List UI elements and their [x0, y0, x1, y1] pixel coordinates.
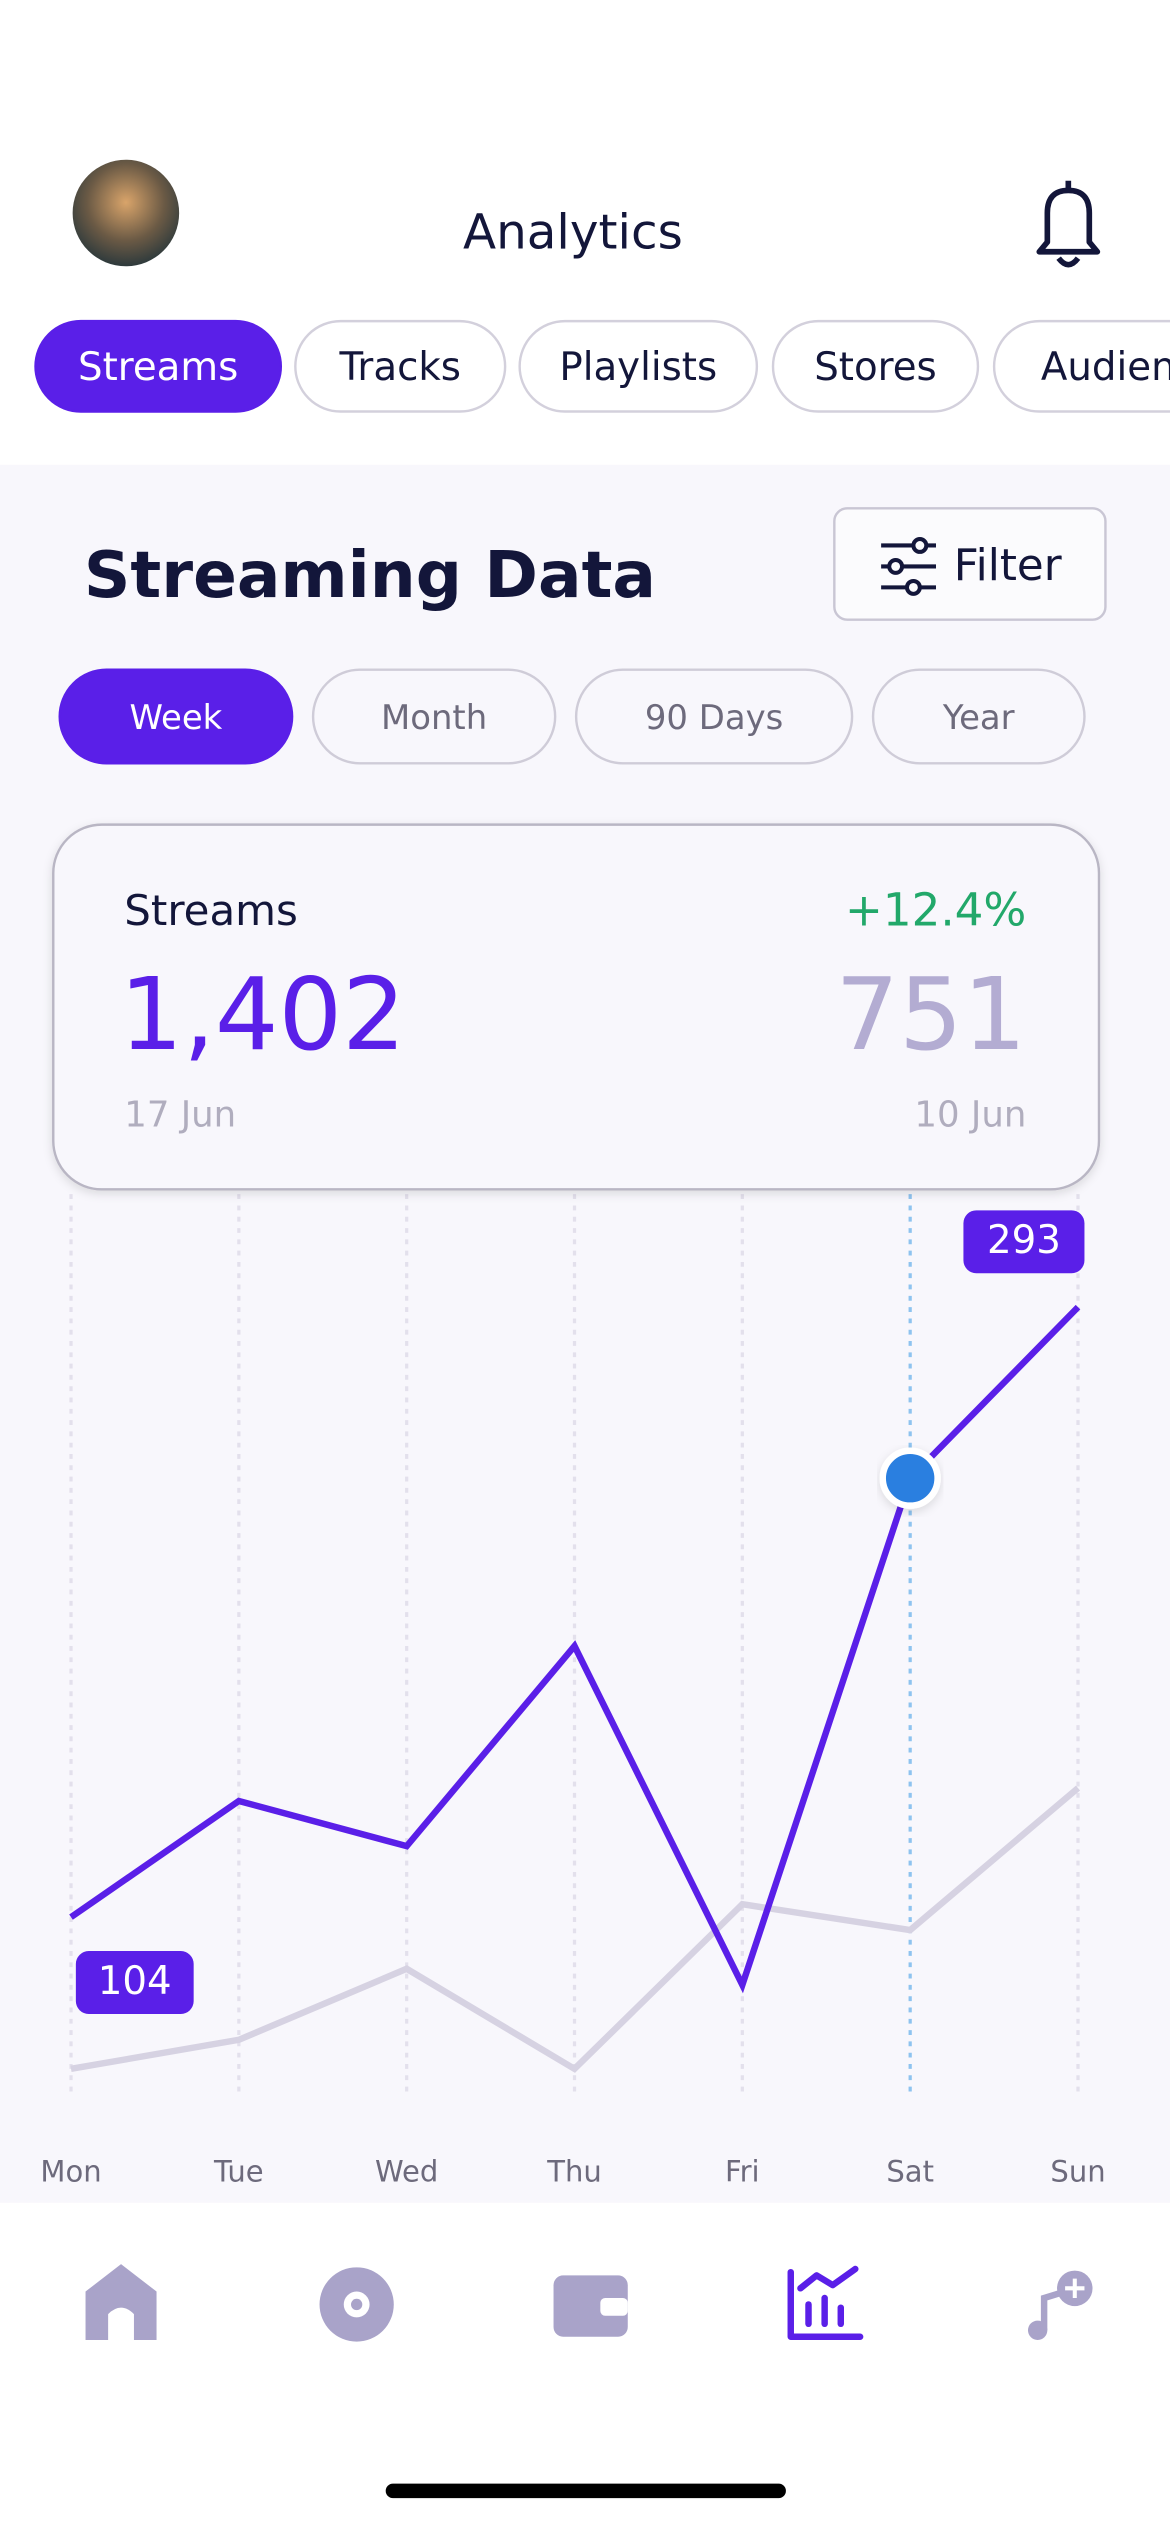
x-tick-label: Tue: [213, 2155, 264, 2189]
x-tick-label: Wed: [375, 2155, 438, 2189]
tab-label: Tracks: [338, 345, 461, 390]
x-tick-label: Thu: [546, 2155, 602, 2189]
filter-label: Filter: [954, 541, 1062, 591]
section-title: Streaming Data: [84, 538, 656, 613]
page-title: Analytics: [463, 205, 683, 261]
tab-pill: [992, 319, 1170, 413]
summary-value: 1,402: [119, 956, 405, 1073]
period-pill: [311, 668, 557, 765]
x-tick-label: Fri: [725, 2155, 760, 2189]
tab[interactable]: Audience: [992, 319, 1170, 413]
summary-label: Streams: [124, 886, 298, 935]
period-label: Month: [381, 698, 487, 737]
summary-change: +12.4%: [845, 883, 1026, 936]
nav-analytics[interactable]: [787, 2265, 864, 2340]
home-indicator: [385, 2483, 786, 2499]
tab-label: Stores: [814, 345, 937, 390]
tab-label: Audience: [1041, 345, 1170, 390]
tab[interactable]: Streams: [34, 319, 283, 413]
period-label: Week: [130, 698, 223, 737]
period-option[interactable]: Week: [58, 668, 294, 765]
series-line: [70, 1785, 1081, 2073]
period-pill: [574, 668, 854, 765]
value-label-bg: [75, 1951, 194, 2014]
period-selector: Week Month 90 Days Year: [58, 668, 1086, 765]
tab-label: Playlists: [559, 345, 717, 390]
summary-previous-date: 10 Jun: [914, 1095, 1026, 1136]
tab-pill: [771, 319, 980, 413]
summary-previous: 751: [835, 956, 1026, 1073]
period-option[interactable]: Year: [871, 668, 1086, 765]
value-label: 293: [987, 1218, 1061, 1263]
tab[interactable]: Playlists: [518, 319, 759, 413]
highlight-point[interactable]: [879, 1447, 941, 1509]
value-label: 104: [98, 1959, 172, 2004]
value-label-bg: [963, 1210, 1085, 1274]
tab[interactable]: Stores: [771, 319, 980, 413]
filter-button[interactable]: Filter: [833, 507, 1107, 621]
period-label: 90 Days: [645, 698, 783, 737]
tab-pill: [34, 319, 283, 413]
chart: Mon Tue Wed Thu Fri Sat Sun 104 293: [40, 1194, 1106, 2189]
bell-icon[interactable]: [1036, 180, 1101, 268]
x-tick-label: Mon: [40, 2155, 101, 2189]
tab-pill: [518, 319, 759, 413]
nav-wallet[interactable]: [553, 2275, 628, 2337]
period-option[interactable]: Month: [311, 668, 557, 765]
summary-card: Streams +12.4% 1,402 751 17 Jun 10 Jun: [52, 823, 1101, 1191]
period-option[interactable]: 90 Days: [574, 668, 854, 765]
tab[interactable]: Tracks: [294, 319, 507, 413]
x-tick-label: Sat: [886, 2155, 934, 2189]
tab-label: Streams: [78, 345, 238, 390]
x-tick-label: Sun: [1050, 2155, 1105, 2189]
period-label: Year: [942, 698, 1015, 737]
tab-bar: Streams Tracks Playlists Stores Audience: [34, 319, 1170, 413]
period-pill: [871, 668, 1086, 765]
avatar[interactable]: [72, 159, 180, 267]
nav-music[interactable]: [319, 2267, 394, 2342]
nav-home[interactable]: [85, 2264, 157, 2340]
period-pill: [58, 668, 294, 765]
tab-pill: [294, 319, 507, 413]
bottom-nav: [85, 2264, 1093, 2342]
nav-add-music[interactable]: [1027, 2270, 1093, 2340]
summary-date: 17 Jun: [124, 1095, 236, 1136]
